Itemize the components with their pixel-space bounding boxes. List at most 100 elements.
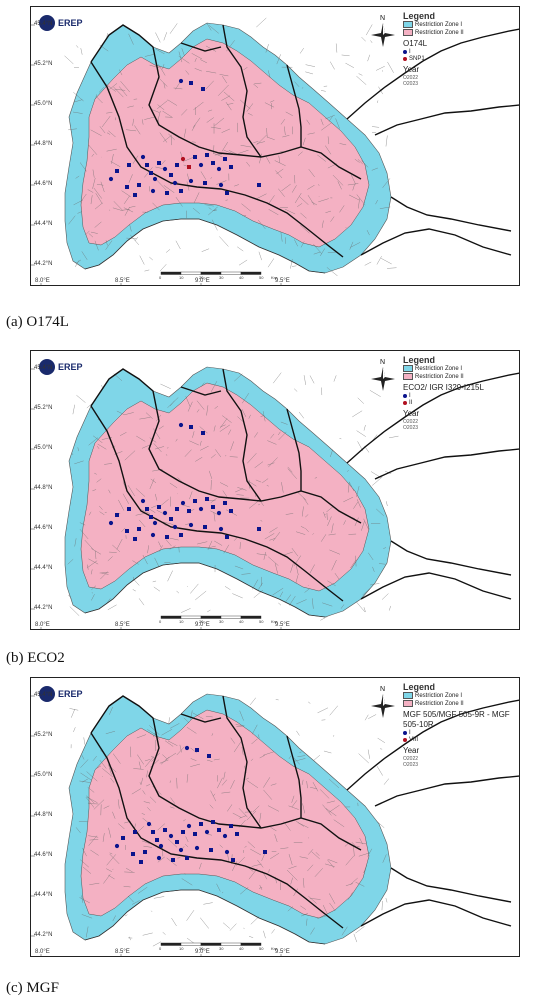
site-marker — [222, 833, 228, 839]
scale-label: 20 — [199, 619, 204, 624]
municipal-boundary — [317, 184, 320, 186]
municipal-boundary — [132, 560, 139, 565]
municipal-boundary — [222, 76, 227, 84]
municipal-boundary — [154, 557, 160, 567]
municipal-boundary — [255, 479, 262, 483]
north-label: N — [380, 15, 386, 22]
municipal-boundary — [200, 445, 209, 451]
regional-border — [180, 42, 222, 52]
municipal-boundary — [79, 529, 89, 540]
erep-logo-text: EREP — [58, 361, 83, 372]
municipal-boundary — [81, 755, 85, 760]
municipal-boundary — [128, 206, 136, 208]
municipal-boundary — [138, 761, 142, 770]
municipal-boundary — [169, 545, 176, 550]
municipal-boundary — [296, 730, 300, 736]
municipal-boundary — [167, 99, 178, 106]
municipal-boundary — [89, 882, 100, 885]
scale-label: 50 — [259, 619, 264, 624]
municipal-boundary — [281, 183, 291, 192]
municipal-boundary — [328, 116, 333, 122]
municipal-boundary — [129, 224, 132, 232]
municipal-boundary — [147, 545, 149, 554]
municipal-boundary — [153, 586, 161, 592]
municipal-boundary — [92, 169, 95, 178]
municipal-boundary — [167, 740, 178, 746]
site-marker — [188, 522, 194, 528]
site-marker — [156, 855, 162, 861]
municipal-boundary — [109, 853, 120, 864]
municipal-boundary — [383, 547, 387, 549]
municipal-boundary — [232, 593, 243, 599]
municipal-boundary — [293, 888, 298, 897]
municipal-boundary — [162, 932, 166, 935]
municipal-boundary — [300, 212, 307, 219]
municipal-boundary — [192, 207, 200, 214]
municipal-boundary — [130, 234, 139, 246]
municipal-boundary — [69, 606, 80, 616]
municipal-boundary — [113, 201, 124, 211]
municipal-boundary — [170, 400, 175, 406]
municipal-boundary — [77, 447, 79, 452]
municipal-boundary — [204, 204, 214, 207]
municipal-boundary — [138, 886, 148, 894]
regional-border — [90, 405, 344, 602]
municipal-boundary — [287, 468, 297, 479]
municipal-boundary — [327, 859, 335, 868]
municipal-boundary — [274, 160, 286, 166]
municipal-boundary — [309, 564, 315, 574]
site-marker — [158, 843, 164, 849]
municipal-boundary — [90, 569, 93, 575]
municipal-boundary — [109, 852, 113, 855]
municipal-boundary — [322, 602, 333, 607]
municipal-boundary — [241, 203, 251, 212]
site-marker — [263, 850, 267, 854]
legend-variant-title: MGF 505/MGF 505-9R - MGF 505-10R — [403, 710, 510, 730]
scale-bar — [160, 942, 262, 946]
municipal-boundary — [74, 538, 77, 547]
municipal-boundary — [106, 148, 117, 152]
municipal-boundary — [88, 144, 98, 155]
municipal-boundary — [250, 758, 254, 761]
scale-bar-segment — [200, 942, 222, 946]
municipal-boundary — [192, 117, 201, 128]
municipal-boundary — [141, 813, 145, 815]
municipal-boundary — [268, 457, 278, 468]
municipal-boundary — [253, 83, 259, 88]
municipal-boundary — [282, 135, 290, 138]
scale-bar-segment — [220, 271, 242, 275]
municipal-boundary — [353, 845, 355, 857]
site-marker — [211, 820, 215, 824]
municipal-boundary — [178, 55, 190, 64]
municipal-boundary — [199, 862, 202, 870]
municipal-boundary — [186, 774, 189, 783]
scale-label: 50 — [259, 946, 264, 951]
municipal-boundary — [156, 510, 164, 514]
municipal-boundary — [291, 265, 297, 267]
municipal-boundary — [358, 852, 370, 857]
site-i-dot-icon — [403, 49, 407, 54]
lat-label: 44.8°N — [34, 141, 53, 147]
municipal-boundary — [152, 735, 155, 738]
municipal-boundary — [100, 571, 108, 580]
scale-bar-segment — [220, 942, 242, 946]
municipal-boundary — [238, 808, 248, 818]
municipal-boundary — [223, 91, 235, 102]
site-marker — [204, 829, 210, 835]
scale-label: 30 — [219, 946, 224, 951]
scale-bar-segment — [160, 615, 182, 619]
municipal-boundary — [152, 941, 162, 947]
municipal-boundary — [288, 854, 293, 865]
municipal-boundary — [259, 153, 262, 164]
municipal-boundary — [206, 117, 214, 123]
site-marker — [189, 81, 193, 85]
municipal-boundary — [207, 109, 213, 112]
municipal-boundary — [108, 130, 116, 138]
municipal-boundary — [222, 141, 228, 152]
municipal-boundary — [280, 118, 286, 125]
site-marker — [165, 191, 169, 195]
map-panel-mgf: EREP N Legend Restriction Zone I Restric… — [30, 677, 520, 957]
site-marker — [137, 527, 141, 531]
municipal-boundary — [381, 258, 392, 265]
municipal-boundary — [118, 823, 125, 830]
